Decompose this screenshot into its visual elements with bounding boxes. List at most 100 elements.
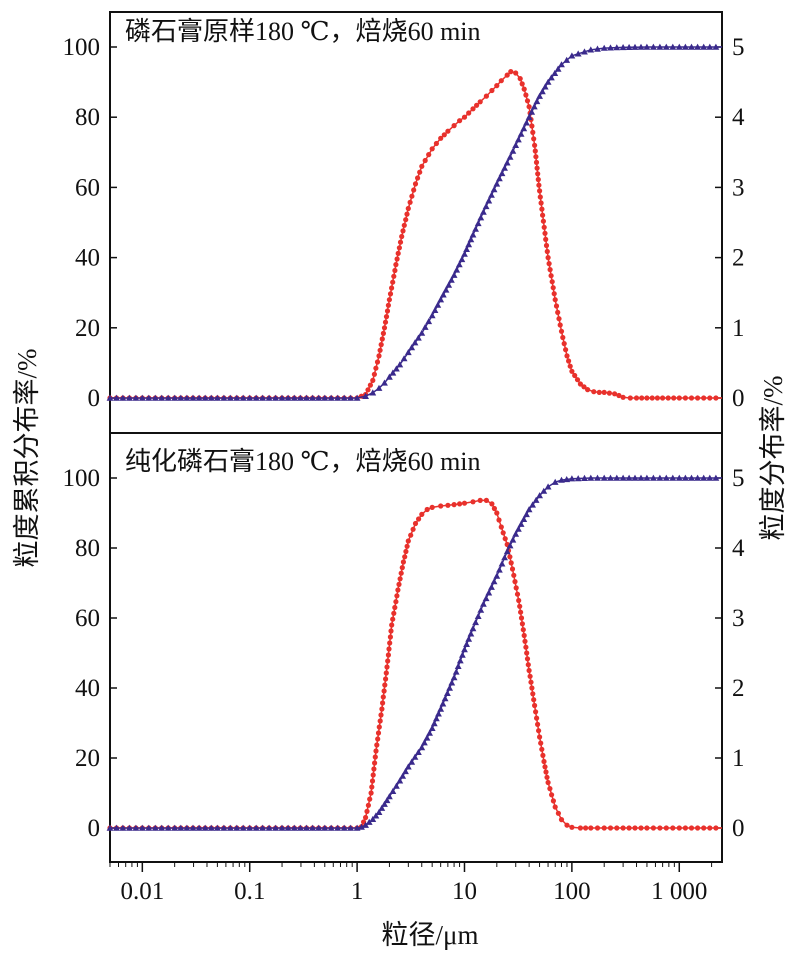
data-point — [483, 93, 489, 99]
data-point — [528, 679, 534, 685]
data-point — [649, 395, 655, 401]
data-point — [272, 394, 279, 401]
data-point — [384, 664, 390, 670]
data-point — [417, 169, 423, 175]
data-point — [398, 570, 404, 576]
data-point — [544, 774, 550, 780]
data-point — [412, 520, 419, 527]
data-point — [404, 763, 412, 770]
data-point — [458, 256, 466, 263]
data-point — [507, 554, 513, 560]
data-point — [396, 581, 402, 588]
data-point — [676, 825, 682, 831]
data-point — [383, 670, 389, 676]
data-point — [713, 825, 719, 831]
data-point — [669, 474, 677, 481]
data-point — [583, 825, 589, 831]
data-point — [415, 748, 422, 755]
x-axis-title: 粒径/μm — [382, 920, 479, 950]
data-point — [451, 502, 457, 508]
data-point — [386, 793, 393, 800]
data-point — [395, 250, 401, 256]
data-point — [656, 474, 664, 481]
data-point — [393, 365, 400, 372]
data-point — [480, 208, 487, 215]
data-point — [158, 394, 166, 401]
data-point — [387, 291, 394, 297]
data-point — [485, 589, 493, 596]
data-point — [707, 825, 713, 831]
data-point — [201, 394, 209, 401]
data-point — [506, 153, 514, 160]
data-point — [694, 43, 701, 50]
data-point — [252, 394, 260, 401]
data-point — [585, 387, 591, 393]
data-point — [376, 724, 382, 730]
data-point — [362, 392, 369, 399]
data-point — [463, 640, 470, 647]
data-point — [233, 824, 241, 831]
data-point — [545, 255, 551, 261]
right-tick-label: 5 — [732, 34, 745, 61]
data-point — [370, 377, 376, 383]
data-point — [606, 390, 613, 396]
data-point — [408, 344, 416, 351]
data-point — [529, 501, 536, 508]
data-point — [373, 748, 379, 754]
data-point — [246, 394, 254, 401]
data-point — [389, 369, 397, 376]
data-point — [521, 632, 527, 639]
data-point — [701, 825, 707, 831]
data-point — [309, 824, 316, 831]
data-point — [272, 824, 279, 831]
data-point — [488, 191, 495, 198]
data-point — [682, 825, 689, 831]
data-point — [601, 389, 607, 395]
data-point — [654, 395, 661, 401]
data-point — [461, 114, 468, 120]
data-point — [523, 644, 529, 650]
data-point — [189, 824, 197, 831]
data-point — [616, 392, 622, 399]
data-point — [387, 634, 393, 640]
data-point — [543, 242, 550, 249]
data-point — [393, 262, 399, 268]
data-point — [518, 615, 525, 621]
data-point — [334, 824, 342, 831]
data-point — [434, 301, 442, 308]
right-tick-label: 3 — [732, 605, 745, 632]
data-point — [409, 193, 415, 199]
data-point — [552, 297, 558, 303]
data-point — [441, 132, 447, 138]
data-point — [501, 554, 508, 561]
data-point — [380, 330, 386, 336]
left-tick-label: 100 — [63, 465, 101, 492]
data-point — [386, 373, 393, 380]
data-point — [370, 772, 376, 778]
data-point — [126, 394, 133, 401]
data-point — [373, 365, 379, 371]
left-tick-label: 80 — [75, 535, 100, 562]
data-point — [457, 501, 463, 507]
data-point — [459, 651, 466, 658]
data-point — [183, 394, 191, 401]
data-point — [572, 372, 578, 379]
data-point — [657, 825, 663, 831]
data-point — [419, 511, 425, 517]
data-point — [297, 394, 304, 401]
data-point — [445, 128, 451, 134]
data-point — [259, 394, 266, 401]
data-point — [396, 245, 402, 251]
data-point — [695, 395, 701, 401]
left-tick-label: 60 — [75, 174, 100, 201]
x-tick-label: 1 — [351, 878, 364, 905]
data-point — [327, 394, 335, 401]
data-point — [612, 391, 618, 397]
data-point — [581, 474, 588, 481]
data-point — [437, 705, 445, 712]
data-point — [537, 734, 543, 740]
data-point — [321, 824, 329, 831]
data-point — [416, 516, 422, 522]
right-tick-label: 1 — [732, 745, 745, 772]
